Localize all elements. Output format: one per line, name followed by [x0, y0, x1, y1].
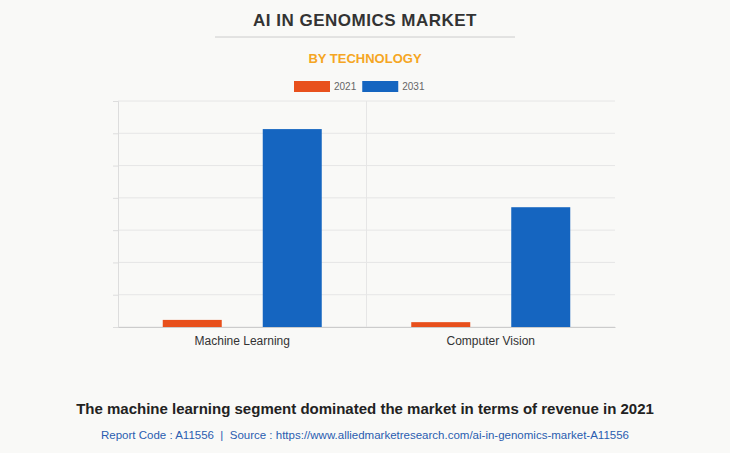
- legend: 2021 2031: [294, 81, 425, 92]
- x-tick: Computer Vision: [447, 327, 536, 348]
- category-separator: [366, 101, 367, 327]
- y-tick-mark: [113, 198, 118, 199]
- title-rule: [215, 37, 515, 38]
- legend-label: 2031: [402, 81, 425, 92]
- y-tick: [113, 230, 118, 231]
- y-tick-mark: [113, 295, 118, 296]
- y-tick: [113, 133, 118, 134]
- y-tick-mark: [113, 166, 118, 167]
- y-tick: [113, 198, 118, 199]
- y-axis: [113, 102, 119, 328]
- y-tick: [113, 101, 118, 102]
- legend-label: 2021: [334, 81, 357, 92]
- y-tick: [113, 327, 118, 328]
- source: Report Code : A11556 | Source : https://…: [101, 429, 629, 441]
- y-tick: [113, 166, 118, 167]
- subtitle: BY TECHNOLOGY: [308, 51, 421, 66]
- bar: [263, 129, 322, 327]
- y-tick: [113, 295, 118, 296]
- bar: [511, 207, 570, 327]
- x-tick-label: Computer Vision: [447, 334, 536, 348]
- bar: [411, 322, 470, 327]
- bar: [163, 320, 222, 327]
- background: [0, 0, 730, 453]
- title: AI IN GENOMICS MARKET: [253, 11, 477, 30]
- y-tick-mark: [113, 230, 118, 231]
- bars: [163, 129, 571, 327]
- y-tick-mark: [113, 101, 118, 102]
- y-tick-mark: [113, 262, 118, 263]
- grid: [118, 101, 615, 327]
- x-axis: Machine Learning Computer Vision: [119, 327, 616, 348]
- legend-swatch: [294, 81, 330, 92]
- x-axis-line: [119, 327, 616, 328]
- caption: The machine learning segment dominated t…: [76, 400, 654, 417]
- x-tick: Machine Learning: [195, 327, 290, 348]
- y-tick: [113, 262, 118, 263]
- x-tick-label: Machine Learning: [195, 334, 290, 348]
- y-tick-mark: [113, 327, 118, 328]
- chart: AI IN GENOMICS MARKETBY TECHNOLOGY202120…: [0, 0, 730, 453]
- y-axis-line: [113, 102, 119, 328]
- legend-swatch: [362, 81, 398, 92]
- y-tick-mark: [113, 133, 118, 134]
